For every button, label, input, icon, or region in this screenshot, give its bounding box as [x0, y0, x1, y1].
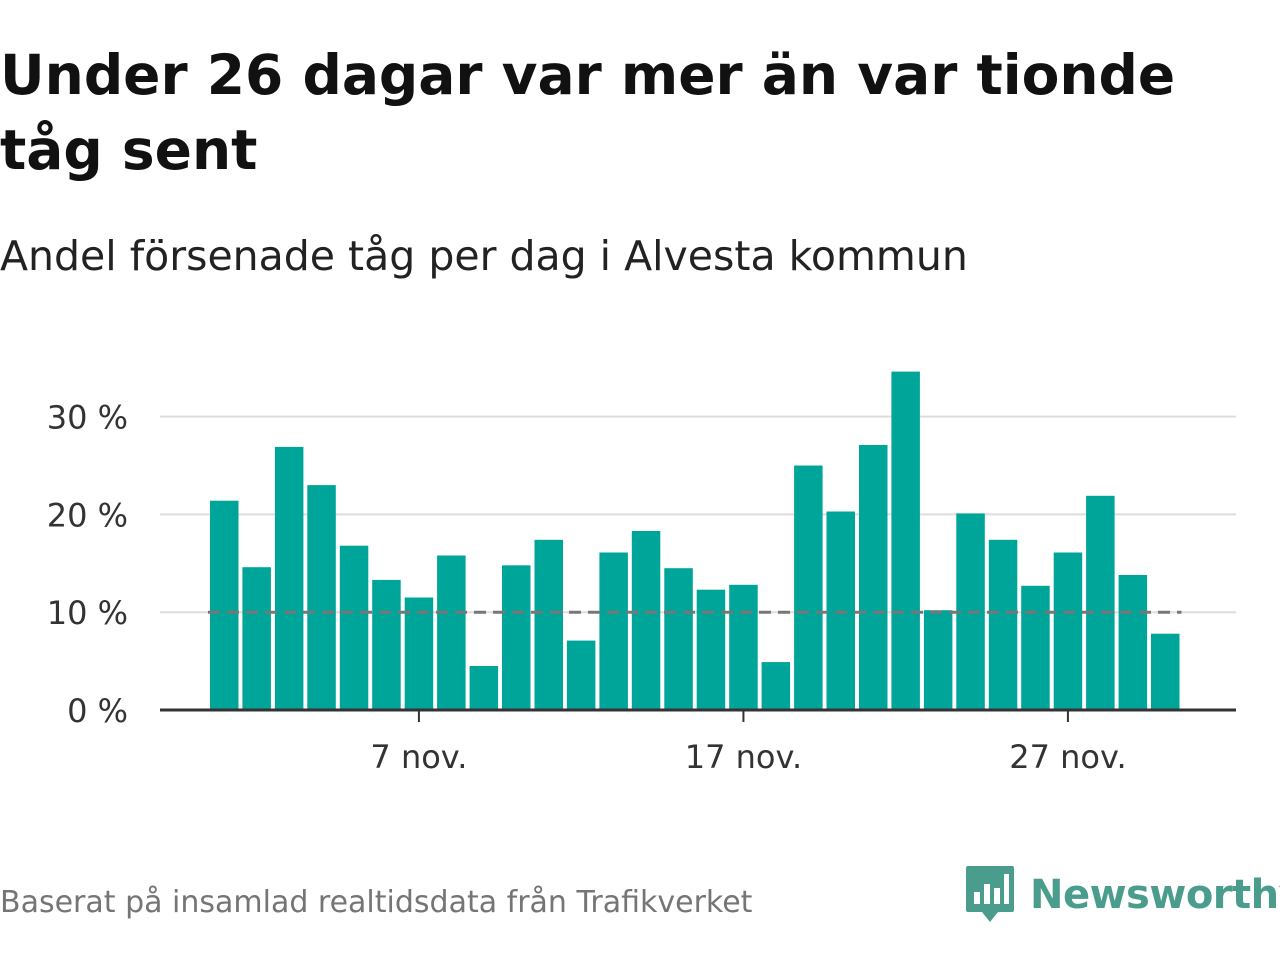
bar [274, 446, 304, 710]
bars [210, 371, 1180, 710]
y-tick-label: 0 % [67, 692, 128, 730]
bar [1086, 495, 1115, 710]
chart-subtitle: Andel försenade tåg per dag i Alvesta ko… [0, 232, 968, 280]
y-tick-label: 30 % [47, 399, 128, 437]
bar [729, 584, 758, 710]
y-tick-label: 10 % [47, 594, 128, 632]
brand-name: Newsworthy [1030, 872, 1280, 918]
bar [502, 565, 531, 710]
bar [794, 465, 823, 710]
bar [761, 662, 791, 710]
bar-chart: 0 % 10 % 20 % 30 % 7 nov. 17 nov. 27 nov. [47, 371, 1236, 776]
chart-title: Under 26 dagar var mer än var tionde tåg… [0, 43, 1176, 182]
x-axis-ticks: 7 nov. 17 nov. 27 nov. [370, 710, 1127, 776]
bar [242, 567, 271, 710]
x-tick-label: 27 nov. [1009, 738, 1126, 776]
bar [599, 552, 628, 710]
bar [210, 500, 239, 710]
bar [566, 640, 596, 710]
bar [891, 371, 920, 710]
newsworthy-logo-icon [966, 866, 1014, 922]
bar [339, 545, 369, 710]
x-tick-label: 17 nov. [685, 738, 802, 776]
bar [1151, 633, 1180, 710]
source-note: Baserat på insamlad realtidsdata från Tr… [0, 885, 753, 920]
bar [988, 539, 1018, 710]
bar [859, 445, 888, 710]
bar [1021, 585, 1050, 710]
bar [631, 531, 661, 710]
bar [534, 539, 563, 710]
bar [664, 568, 693, 710]
bar [469, 666, 499, 710]
bar [1053, 552, 1083, 710]
bar [372, 579, 401, 710]
bar [923, 610, 953, 710]
bar [307, 485, 336, 710]
bar [1118, 575, 1148, 710]
bar [404, 597, 434, 710]
bar [696, 589, 726, 710]
x-tick-label: 7 nov. [370, 738, 467, 776]
brand-logo: Newsworthy [964, 864, 1280, 926]
y-tick-label: 20 % [47, 496, 128, 534]
bar [437, 555, 466, 710]
y-axis-ticks: 0 % 10 % 20 % 30 % [47, 399, 128, 730]
